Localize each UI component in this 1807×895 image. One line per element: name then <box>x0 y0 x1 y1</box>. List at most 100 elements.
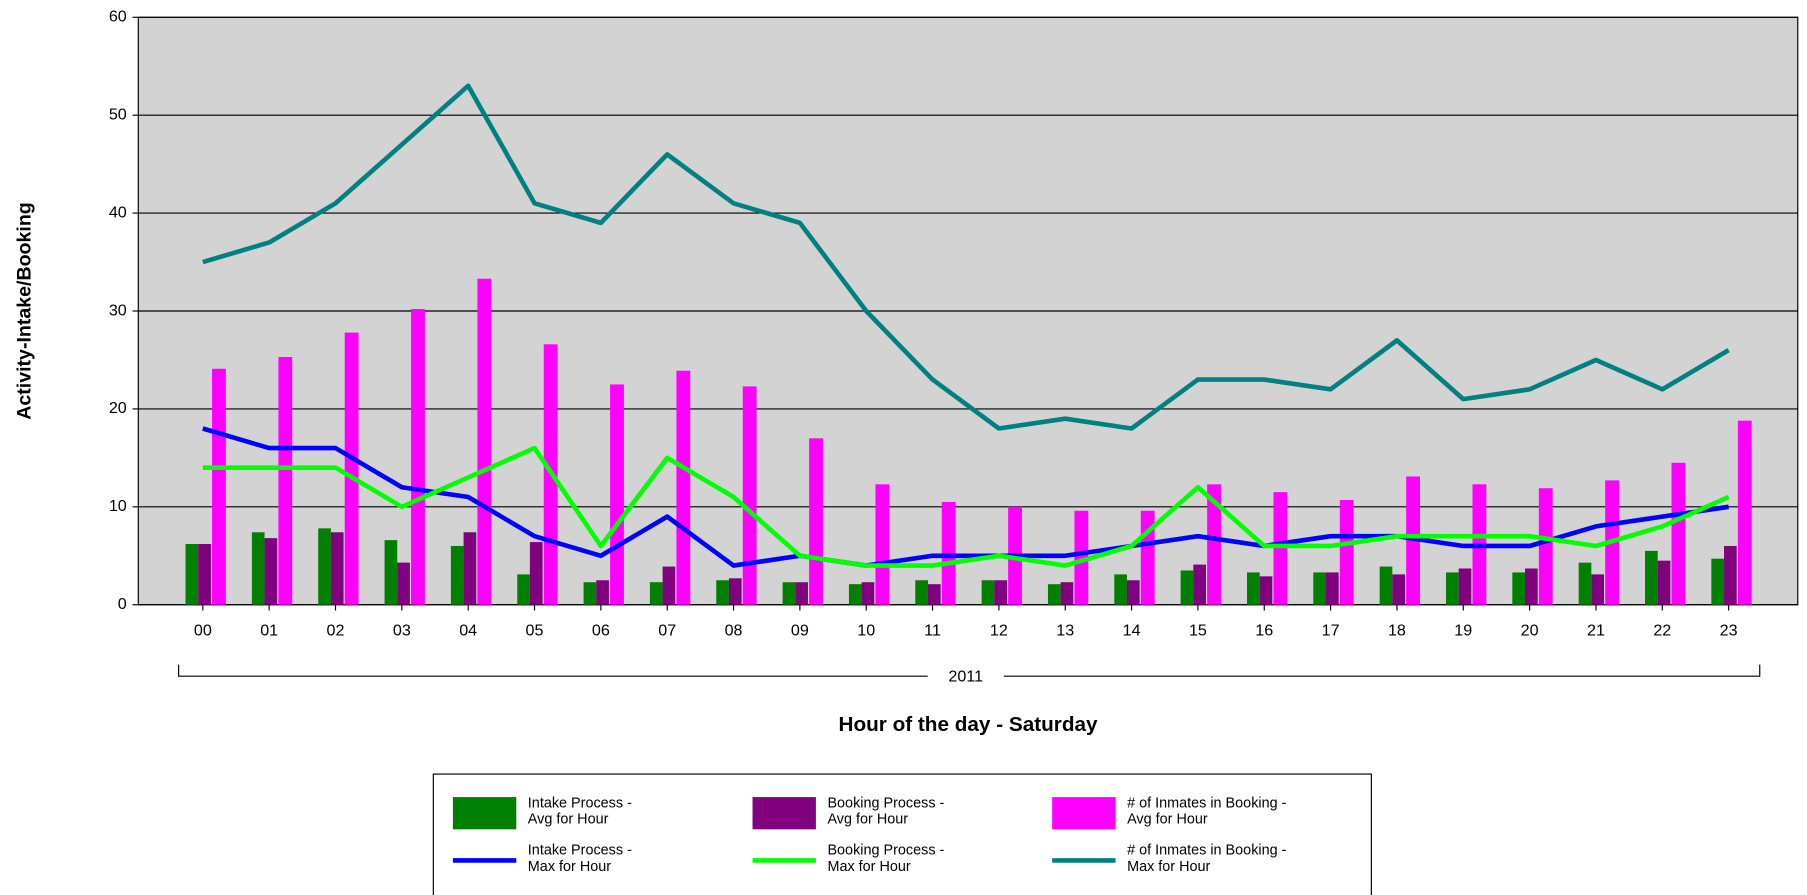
x-tick-label: 16 <box>1255 621 1273 639</box>
x-tick-label: 07 <box>658 621 676 639</box>
bar <box>318 528 331 605</box>
bar <box>1193 564 1206 605</box>
x-tick-label: 08 <box>725 621 743 639</box>
legend-entry: Intake Process - Avg for Hour <box>527 794 632 828</box>
bar <box>1671 462 1686 605</box>
bar <box>728 578 742 605</box>
bar <box>596 580 609 605</box>
bar <box>795 582 808 605</box>
y-tick-label: 30 <box>109 301 127 319</box>
bar <box>1180 570 1194 605</box>
bar <box>981 580 995 605</box>
legend-entry: # of Inmates in Booking - Avg for Hour <box>1127 794 1287 828</box>
x-tick-label: 21 <box>1587 621 1605 639</box>
bar <box>861 582 875 605</box>
bar <box>450 545 464 605</box>
bar <box>1060 582 1074 605</box>
legend-entry: Intake Process - Max for Hour <box>527 842 632 875</box>
bar <box>1339 499 1354 605</box>
x-tick-label: 03 <box>393 621 411 639</box>
x-tick-label: 06 <box>592 621 610 639</box>
bar <box>809 438 823 605</box>
bar <box>264 538 278 605</box>
x-tick-label: 18 <box>1388 621 1406 639</box>
bar <box>1657 560 1671 605</box>
bar <box>1445 572 1459 605</box>
bar <box>330 532 344 605</box>
bar <box>212 368 226 605</box>
bar <box>941 501 956 605</box>
bar <box>1392 574 1406 605</box>
x-tick-label: 04 <box>459 621 477 639</box>
bar <box>1538 488 1553 605</box>
bar <box>1325 572 1339 605</box>
x-tick-label: 14 <box>1123 621 1141 639</box>
legend-label: Booking Process - Max for Hour <box>827 842 945 875</box>
y-tick-label: 10 <box>109 497 127 515</box>
x-tick-label: 09 <box>791 621 809 639</box>
legend-entry: Booking Process - Avg for Hour <box>827 795 944 827</box>
bar <box>927 584 941 605</box>
x-tick-label: 15 <box>1189 621 1207 639</box>
bar <box>384 540 398 605</box>
bar <box>1591 574 1605 605</box>
bar <box>610 384 624 605</box>
bar <box>1273 492 1288 605</box>
x-tick-label: 22 <box>1653 621 1671 639</box>
bar <box>411 309 425 605</box>
x-tick-label: 10 <box>857 621 875 639</box>
bar <box>1126 580 1140 605</box>
y-tick-label: 20 <box>109 399 127 417</box>
bar <box>716 580 729 605</box>
legend-label: Intake Process - Avg for Hour <box>527 794 632 828</box>
bar <box>875 484 890 605</box>
bar <box>662 566 676 605</box>
legend-label: # of Inmates in Booking - Max for Hour <box>1127 842 1287 875</box>
bar <box>1379 566 1393 605</box>
bar <box>1207 484 1221 605</box>
bar <box>1724 545 1737 605</box>
y-tick-label: 50 <box>109 105 127 123</box>
legend-entry: # of Inmates in Booking - Max for Hour <box>1127 842 1287 875</box>
bar <box>782 582 796 605</box>
bar <box>477 278 492 605</box>
bar <box>1458 568 1472 605</box>
group-label: 2011 <box>948 668 983 686</box>
bar <box>1114 574 1127 605</box>
y-axis-label: Activity-Intake/Booking <box>14 202 36 420</box>
y-tick-label: 40 <box>109 203 127 221</box>
line <box>202 426 1729 568</box>
legend-swatch <box>752 797 816 830</box>
bar <box>1512 572 1526 605</box>
bar <box>198 544 211 605</box>
x-tick-label: 02 <box>327 621 345 639</box>
bar <box>529 542 543 605</box>
legend-swatch <box>452 797 517 830</box>
bar <box>1259 576 1273 605</box>
bar <box>1711 558 1725 605</box>
x-tick-label: 23 <box>1720 621 1738 639</box>
bar <box>676 370 691 605</box>
legend-label: # of Inmates in Booking - Avg for Hour <box>1127 794 1287 828</box>
x-tick-label: 20 <box>1521 621 1539 639</box>
bar <box>742 386 757 605</box>
bar <box>649 582 663 605</box>
bar <box>1246 572 1260 605</box>
legend-label: Intake Process - Max for Hour <box>527 842 632 875</box>
x-tick-label: 17 <box>1322 621 1340 639</box>
bar <box>1578 562 1592 605</box>
x-tick-label: 19 <box>1454 621 1472 639</box>
bar <box>517 574 530 605</box>
bar <box>583 582 597 605</box>
x-axis-label: Hour of the day - Saturday <box>838 713 1098 736</box>
bar <box>463 532 477 605</box>
legend <box>432 773 1372 895</box>
bar <box>278 357 293 605</box>
x-tick-label: 05 <box>526 621 544 639</box>
bar <box>994 580 1007 605</box>
bar <box>185 544 199 605</box>
bar <box>848 584 862 605</box>
legend-swatch <box>1052 797 1116 830</box>
